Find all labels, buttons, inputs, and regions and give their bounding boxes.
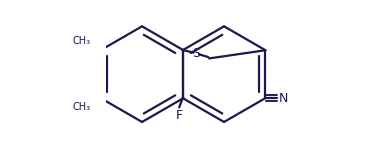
- Text: CH₃: CH₃: [72, 102, 90, 112]
- Text: N: N: [279, 92, 289, 105]
- Text: S: S: [192, 47, 200, 60]
- Text: F: F: [176, 109, 183, 122]
- Text: CH₃: CH₃: [72, 36, 90, 46]
